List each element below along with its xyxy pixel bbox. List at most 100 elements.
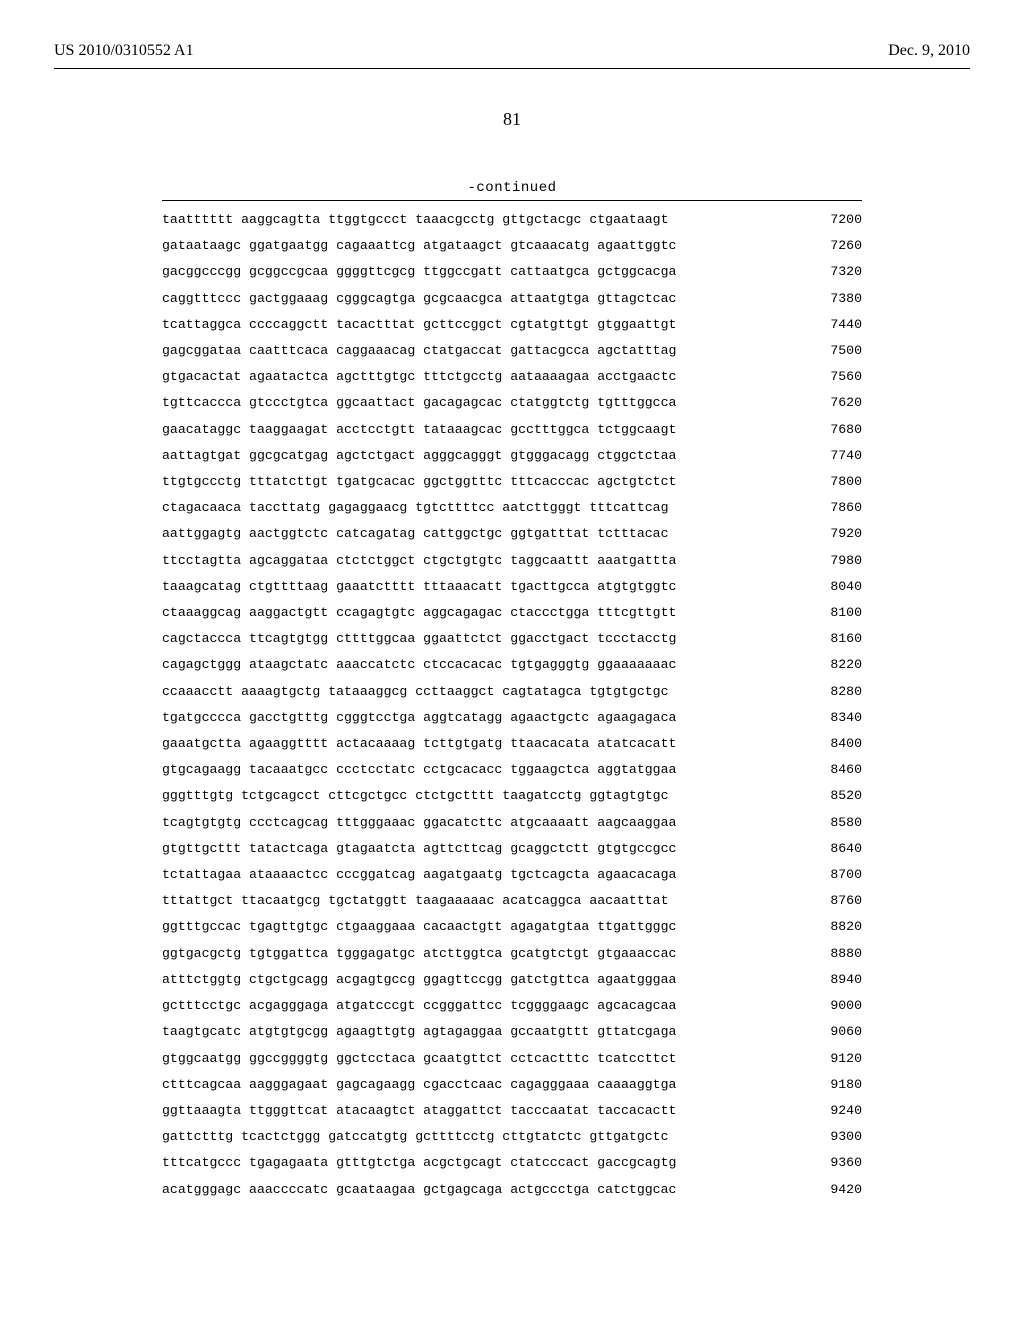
sequence-row: gacggcccgg gcggccgcaa ggggttcgcg ttggccg…	[162, 265, 862, 278]
sequence-text: ttgtgccctg tttatcttgt tgatgcacac ggctggt…	[162, 475, 676, 488]
sequence-row: gtgacactat agaatactca agctttgtgc tttctgc…	[162, 370, 862, 383]
sequence-text: gggtttgtg tctgcagcct cttcgctgcc ctctgctt…	[162, 789, 668, 802]
sequence-text: tttattgct ttacaatgcg tgctatggtt taagaaaa…	[162, 894, 668, 907]
sequence-row: gagcggataa caatttcaca caggaaacag ctatgac…	[162, 344, 862, 357]
sequence-row: acatgggagc aaaccccatc gcaataagaa gctgagc…	[162, 1183, 862, 1196]
sequence-row: aattagtgat ggcgcatgag agctctgact agggcag…	[162, 449, 862, 462]
sequence-position: 7200	[802, 213, 862, 226]
sequence-row: ggtgacgctg tgtggattca tgggagatgc atcttgg…	[162, 947, 862, 960]
sequence-text: ccaaacctt aaaagtgctg tataaaggcg ccttaagg…	[162, 685, 668, 698]
sequence-position: 8220	[802, 658, 862, 671]
sequence-text: gacggcccgg gcggccgcaa ggggttcgcg ttggccg…	[162, 265, 676, 278]
sequence-text: tctattagaa ataaaactcc cccggatcag aagatga…	[162, 868, 676, 881]
sequence-position: 9000	[802, 999, 862, 1012]
sequence-position: 9240	[802, 1104, 862, 1117]
sequence-row: gctttcctgc acgagggaga atgatcccgt ccgggat…	[162, 999, 862, 1012]
sequence-text: cagagctggg ataagctatc aaaccatctc ctccaca…	[162, 658, 676, 671]
header-divider	[54, 68, 970, 69]
sequence-position: 7860	[802, 501, 862, 514]
sequence-position: 8640	[802, 842, 862, 855]
sequence-row: tgttcaccca gtccctgtca ggcaattact gacagag…	[162, 396, 862, 409]
sequence-row: gattctttg tcactctggg gatccatgtg gcttttcc…	[162, 1130, 862, 1143]
sequence-position: 7380	[802, 292, 862, 305]
sequence-text: gctttcctgc acgagggaga atgatcccgt ccgggat…	[162, 999, 676, 1012]
sequence-text: ggtttgccac tgagttgtgc ctgaaggaaa cacaact…	[162, 920, 676, 933]
sequence-text: aattagtgat ggcgcatgag agctctgact agggcag…	[162, 449, 676, 462]
sequence-position: 7320	[802, 265, 862, 278]
sequence-position: 7740	[802, 449, 862, 462]
sequence-text: ggttaaagta ttgggttcat atacaagtct ataggat…	[162, 1104, 676, 1117]
sequence-position: 7920	[802, 527, 862, 540]
sequence-row: gtgttgcttt tatactcaga gtagaatcta agttctt…	[162, 842, 862, 855]
sequence-text: acatgggagc aaaccccatc gcaataagaa gctgagc…	[162, 1183, 676, 1196]
sequence-row: taatttttt aaggcagtta ttggtgccct taaacgcc…	[162, 213, 862, 226]
sequence-row: gggtttgtg tctgcagcct cttcgctgcc ctctgctt…	[162, 789, 862, 802]
page-number: 81	[54, 109, 970, 130]
sequence-row: cagctaccca ttcagtgtgg cttttggcaa ggaattc…	[162, 632, 862, 645]
sequence-position: 9060	[802, 1025, 862, 1038]
sequence-text: tcattaggca ccccaggctt tacactttat gcttccg…	[162, 318, 676, 331]
sequence-position: 7620	[802, 396, 862, 409]
sequence-row: caggtttccc gactggaaag cgggcagtga gcgcaac…	[162, 292, 862, 305]
sequence-row: ggttaaagta ttgggttcat atacaagtct ataggat…	[162, 1104, 862, 1117]
sequence-position: 9360	[802, 1156, 862, 1169]
sequence-text: caggtttccc gactggaaag cgggcagtga gcgcaac…	[162, 292, 676, 305]
sequence-row: gaacataggc taaggaagat acctcctgtt tataaag…	[162, 423, 862, 436]
sequence-listing: taatttttt aaggcagtta ttggtgccct taaacgcc…	[162, 213, 862, 1196]
sequence-row: tcattaggca ccccaggctt tacactttat gcttccg…	[162, 318, 862, 331]
sequence-text: gagcggataa caatttcaca caggaaacag ctatgac…	[162, 344, 676, 357]
sequence-position: 7260	[802, 239, 862, 252]
sequence-row: ttcctagtta agcaggataa ctctctggct ctgctgt…	[162, 554, 862, 567]
sequence-row: tttattgct ttacaatgcg tgctatggtt taagaaaa…	[162, 894, 862, 907]
patent-pub-number: US 2010/0310552 A1	[54, 42, 194, 60]
sequence-position: 7560	[802, 370, 862, 383]
patent-pub-date: Dec. 9, 2010	[888, 42, 970, 60]
sequence-text: aattggagtg aactggtctc catcagatag cattggc…	[162, 527, 668, 540]
continued-label: -continued	[162, 180, 862, 196]
sequence-position: 8460	[802, 763, 862, 776]
sequence-text: gtgacactat agaatactca agctttgtgc tttctgc…	[162, 370, 676, 383]
sequence-position: 8100	[802, 606, 862, 619]
sequence-position: 8700	[802, 868, 862, 881]
sequence-text: gaaatgctta agaaggtttt actacaaaag tcttgtg…	[162, 737, 676, 750]
sequence-text: cagctaccca ttcagtgtgg cttttggcaa ggaattc…	[162, 632, 676, 645]
sequence-position: 8880	[802, 947, 862, 960]
sequence-top-rule	[162, 200, 862, 201]
sequence-position: 7680	[802, 423, 862, 436]
sequence-row: taagtgcatc atgtgtgcgg agaagttgtg agtagag…	[162, 1025, 862, 1038]
sequence-row: gaaatgctta agaaggtttt actacaaaag tcttgtg…	[162, 737, 862, 750]
sequence-text: atttctggtg ctgctgcagg acgagtgccg ggagttc…	[162, 973, 676, 986]
sequence-position: 7440	[802, 318, 862, 331]
sequence-position: 7800	[802, 475, 862, 488]
sequence-position: 8580	[802, 816, 862, 829]
sequence-text: ctagacaaca taccttatg gagaggaacg tgtctttt…	[162, 501, 668, 514]
sequence-text: taatttttt aaggcagtta ttggtgccct taaacgcc…	[162, 213, 668, 226]
sequence-text: gtggcaatgg ggccggggtg ggctcctaca gcaatgt…	[162, 1052, 676, 1065]
sequence-row: gtgcagaagg tacaaatgcc ccctcctatc cctgcac…	[162, 763, 862, 776]
sequence-text: gtgcagaagg tacaaatgcc ccctcctatc cctgcac…	[162, 763, 676, 776]
sequence-text: gattctttg tcactctggg gatccatgtg gcttttcc…	[162, 1130, 668, 1143]
sequence-row: ctagacaaca taccttatg gagaggaacg tgtctttt…	[162, 501, 862, 514]
sequence-text: gataataagc ggatgaatgg cagaaattcg atgataa…	[162, 239, 676, 252]
sequence-text: gtgttgcttt tatactcaga gtagaatcta agttctt…	[162, 842, 676, 855]
sequence-text: gaacataggc taaggaagat acctcctgtt tataaag…	[162, 423, 676, 436]
sequence-position: 8400	[802, 737, 862, 750]
sequence-text: taagtgcatc atgtgtgcgg agaagttgtg agtagag…	[162, 1025, 676, 1038]
sequence-position: 8820	[802, 920, 862, 933]
sequence-position: 8280	[802, 685, 862, 698]
sequence-row: cagagctggg ataagctatc aaaccatctc ctccaca…	[162, 658, 862, 671]
sequence-position: 7500	[802, 344, 862, 357]
sequence-position: 9420	[802, 1183, 862, 1196]
sequence-row: tgatgcccca gacctgtttg cgggtcctga aggtcat…	[162, 711, 862, 724]
sequence-row: ttgtgccctg tttatcttgt tgatgcacac ggctggt…	[162, 475, 862, 488]
sequence-text: tttcatgccc tgagagaata gtttgtctga acgctgc…	[162, 1156, 676, 1169]
sequence-position: 7980	[802, 554, 862, 567]
sequence-position: 8760	[802, 894, 862, 907]
sequence-row: tcagtgtgtg ccctcagcag tttgggaaac ggacatc…	[162, 816, 862, 829]
sequence-text: ctaaaggcag aaggactgtt ccagagtgtc aggcaga…	[162, 606, 676, 619]
sequence-row: gataataagc ggatgaatgg cagaaattcg atgataa…	[162, 239, 862, 252]
sequence-row: atttctggtg ctgctgcagg acgagtgccg ggagttc…	[162, 973, 862, 986]
sequence-position: 9300	[802, 1130, 862, 1143]
sequence-row: tttcatgccc tgagagaata gtttgtctga acgctgc…	[162, 1156, 862, 1169]
sequence-position: 8520	[802, 789, 862, 802]
